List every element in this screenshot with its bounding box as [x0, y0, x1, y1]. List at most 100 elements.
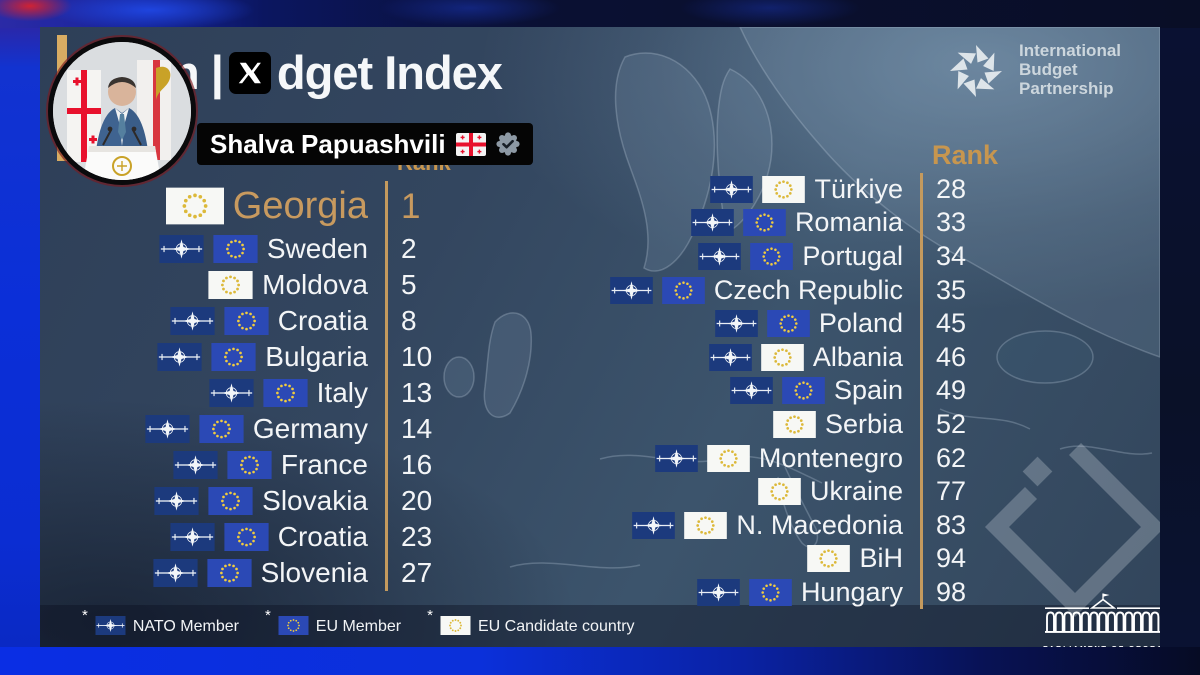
country-rank-row: Slovakia 20: [60, 483, 471, 519]
country-name: Ukraine: [809, 476, 903, 507]
country-cell: Germany: [60, 411, 385, 447]
verified-badge-icon: [495, 132, 520, 156]
eu-candidate-flag-icon: [440, 616, 471, 635]
country-rank-row: Sweden 2: [60, 231, 471, 267]
country-cell: Romania: [490, 206, 920, 240]
country-name: Montenegro: [758, 442, 903, 473]
country-rank: 45: [920, 306, 1006, 341]
nato-flag-icon: [145, 415, 190, 443]
nato-flag-icon: [715, 310, 758, 338]
country-cell: Italy: [60, 375, 385, 411]
country-rank: 14: [385, 411, 471, 447]
country-name: Croatia: [277, 305, 368, 336]
country-rank-row: Czech Republic 35: [490, 273, 1006, 307]
legend-label: NATO Member: [132, 618, 239, 635]
nato-flag-icon: [159, 235, 204, 263]
country-rank-row: Serbia 52: [490, 407, 1006, 442]
legend-strip-background: [40, 605, 1160, 647]
country-cell: N. Macedonia: [490, 509, 920, 543]
profile-name-badge[interactable]: Shalva Papuashvili: [197, 123, 533, 165]
eu-flag-icon: [224, 307, 269, 335]
ibp-line2: Budget: [1019, 60, 1078, 80]
nato-flag-icon: [95, 616, 126, 635]
eu-candidate-flag-icon: [707, 444, 750, 472]
country-name: Czech Republic: [713, 274, 903, 305]
title-fragment-right: dget Index: [276, 46, 503, 99]
eu-flag-icon: [206, 559, 252, 587]
country-cell: Poland: [490, 307, 920, 341]
legend-item-eu: * EU Member: [265, 608, 402, 636]
country-rank: 94: [920, 542, 1006, 576]
backdrop-top-band: [0, 0, 1200, 28]
country-name: BiH: [859, 543, 903, 574]
page-title: n | dget Index: [171, 46, 503, 99]
country-rank-row: Poland 45: [490, 306, 1006, 341]
nato-flag-icon: [691, 209, 734, 237]
eu-flag-icon: [662, 276, 705, 304]
nato-flag-icon: [655, 444, 698, 472]
legend-asterisk: *: [264, 607, 271, 624]
country-name: Bulgaria: [265, 341, 368, 372]
country-cell: Sweden: [60, 231, 385, 267]
x-logo-badge[interactable]: [228, 51, 271, 94]
country-rank: 49: [920, 374, 1006, 408]
nato-flag-icon: [152, 559, 198, 587]
eu-flag-icon: [227, 451, 272, 479]
country-rank: 13: [385, 375, 471, 411]
country-name: Türkiye: [814, 173, 903, 204]
eu-flag-icon: [749, 579, 792, 607]
parliament-logo: PARLIAMENT OF GEORGIA: [1043, 590, 1160, 647]
eu-flag-icon: [278, 616, 309, 635]
rank-header-row: Rank: [490, 139, 1006, 173]
country-cell: BiH: [490, 542, 920, 576]
country-name: Slovenia: [260, 557, 368, 588]
country-name: Sweden: [266, 233, 368, 264]
legend-asterisk: *: [427, 607, 433, 624]
country-rank-row: Slovenia 27: [60, 555, 471, 591]
backdrop-right-band: [1160, 28, 1200, 647]
country-rank-row: Portugal 34: [490, 239, 1006, 274]
country-rank: 34: [920, 239, 1006, 274]
country-cell: Hungary: [490, 576, 920, 610]
country-rank-row: Montenegro 62: [490, 441, 1006, 475]
country-rank: 5: [385, 267, 471, 303]
nato-flag-icon: [170, 523, 215, 551]
country-rank-row: Italy 13: [60, 375, 471, 411]
nato-flag-icon: [632, 511, 676, 539]
country-cell: Croatia: [60, 303, 385, 339]
eu-candidate-flag-icon: [761, 343, 804, 371]
country-rank-row: N. Macedonia 83: [490, 508, 1006, 543]
country-rank: 52: [920, 407, 1006, 442]
ibp-logo-text: International Budget Partnership: [1019, 38, 1121, 98]
country-rank-row: Moldova 5: [60, 267, 471, 303]
nato-flag-icon: [209, 379, 254, 407]
country-cell: Türkiye: [490, 173, 920, 207]
country-name: Georgia: [232, 185, 368, 227]
country-rank: 83: [920, 508, 1006, 543]
eu-flag-icon: [743, 209, 786, 237]
country-cell: Albania: [490, 341, 920, 375]
country-rank: 46: [920, 340, 1006, 375]
flag-legend: * NATO Member * EU Member * EU Candidate…: [82, 608, 635, 636]
country-cell: Slovenia: [60, 555, 385, 591]
country-name: Hungary: [800, 577, 903, 608]
eu-flag-icon: [767, 310, 810, 338]
country-rank-row: Albania 46: [490, 340, 1006, 375]
eu-candidate-flag-icon: [762, 175, 806, 203]
country-cell: Czech Republic: [490, 273, 920, 307]
eu-candidate-flag-icon: [684, 511, 728, 539]
country-name: Germany: [252, 413, 368, 444]
legend-item-nato: * NATO Member: [82, 608, 239, 636]
eu-candidate-flag-icon: [208, 271, 253, 299]
legend-label: EU Member: [315, 618, 402, 635]
nato-flag-icon: [610, 276, 653, 304]
nato-flag-icon: [157, 343, 202, 371]
legend-asterisk: *: [82, 607, 88, 624]
country-rank: 98: [920, 575, 1006, 610]
profile-avatar[interactable]: [48, 37, 196, 185]
ranking-list-left: Rank Georgia 1 Sweden 2 Moldova: [60, 145, 471, 591]
country-rank: 8: [385, 303, 471, 339]
country-rank: 16: [385, 447, 471, 483]
ibp-logo: International Budget Partnership: [943, 38, 1121, 104]
